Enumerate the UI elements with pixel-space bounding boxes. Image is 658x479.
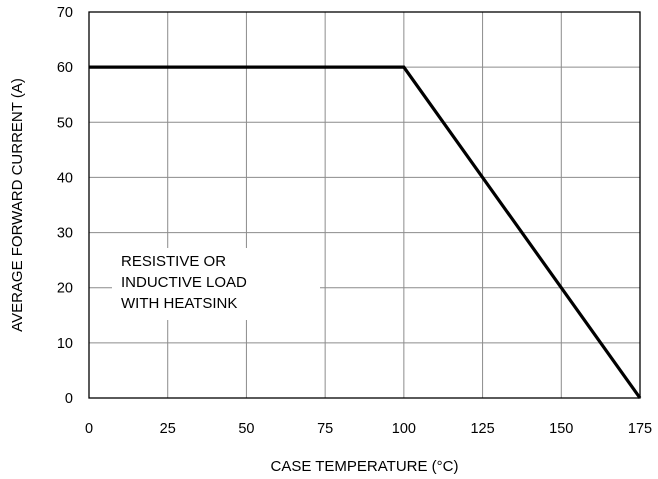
annotation: RESISTIVE OR INDUCTIVE LOAD WITH HEATSIN… [121,253,247,312]
y-tick-label: 40 [57,170,73,186]
x-axis-title: CASE TEMPERATURE (°C) [271,458,459,475]
x-tick-label: 25 [160,421,176,437]
y-tick-labels: 0 10 20 30 40 50 60 70 [57,5,73,407]
y-tick-label: 50 [57,115,73,131]
annotation-background [112,248,320,320]
series-line [89,65,642,399]
x-tick-label: 0 [85,421,93,437]
x-tick-label: 150 [549,421,573,437]
x-tick-label: 125 [470,421,494,437]
annotation-line-1: RESISTIVE OR [121,253,226,270]
y-tick-label: 20 [57,281,73,297]
y-tick-label: 10 [57,336,73,352]
series [89,65,642,399]
y-tick-label: 30 [57,226,73,242]
annotation-line-2: INDUCTIVE LOAD [121,274,247,291]
x-tick-labels: 0 25 50 75 100 125 150 175 [85,421,652,437]
x-tick-label: 100 [392,421,416,437]
y-axis-title: AVERAGE FORWARD CURRENT (A) [9,78,26,332]
y-tick-label: 0 [65,391,73,407]
x-tick-label: 175 [628,421,652,437]
plot-frame [88,11,641,399]
grid [89,12,640,398]
annotation-line-3: WITH HEATSINK [121,295,237,312]
x-tick-label: 75 [317,421,333,437]
y-tick-label: 70 [57,5,73,21]
y-tick-label: 60 [57,60,73,76]
x-tick-label: 50 [238,421,254,437]
